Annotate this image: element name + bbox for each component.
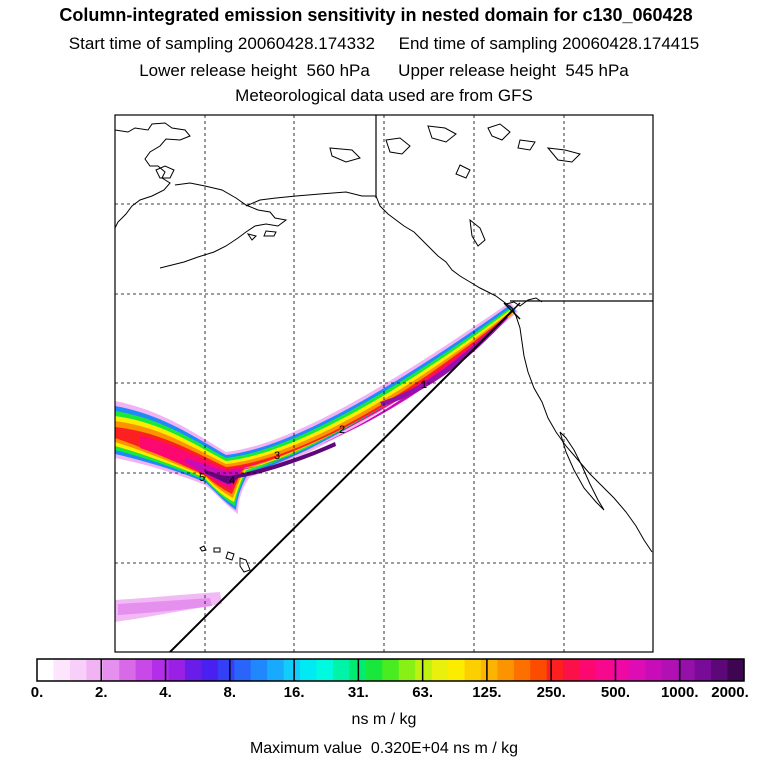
colorbar-swatch xyxy=(464,659,482,681)
colorbar-label: 8. xyxy=(223,684,237,701)
colorbar-label: 31. xyxy=(347,684,369,701)
colorbar-swatch xyxy=(513,659,531,681)
colorbar-label: 2000. xyxy=(711,684,749,701)
colorbar-swatch xyxy=(448,659,466,681)
colorbar xyxy=(37,659,745,681)
colorbar-label: 4. xyxy=(159,684,172,701)
flight-track-line xyxy=(169,310,513,652)
colorbar-swatch xyxy=(579,659,597,681)
plume-day-label: 1 xyxy=(421,379,427,391)
plume-day-label: 4 xyxy=(229,475,235,487)
colorbar-swatch xyxy=(711,659,729,681)
colorbar-units: ns m / kg xyxy=(351,711,417,728)
colorbar-swatch xyxy=(727,659,745,681)
colorbar-swatch xyxy=(152,659,170,681)
colorbar-swatch xyxy=(184,659,203,681)
colorbar-swatch xyxy=(497,659,515,681)
plume-day-labels: 1 2 3 4 5 xyxy=(199,379,427,487)
colorbar-swatch xyxy=(415,659,433,681)
lat-lon-grid xyxy=(115,115,653,652)
coastlines xyxy=(115,122,653,573)
colorbar-swatch xyxy=(69,659,87,681)
colorbar-swatch xyxy=(661,659,679,681)
colorbar-swatch xyxy=(612,659,630,681)
colorbar-label: 125. xyxy=(472,684,502,701)
colorbar-swatch xyxy=(530,659,548,681)
plume-day-label: 3 xyxy=(274,450,280,462)
colorbar-swatch xyxy=(316,659,334,681)
colorbar-swatch xyxy=(300,659,318,681)
colorbar-swatch xyxy=(332,659,350,681)
southern-faint-plume xyxy=(115,592,222,622)
colorbar-ticks xyxy=(100,659,681,681)
release-height-line: Lower release height 560 hPa Upper relea… xyxy=(139,61,629,80)
colorbar-swatch xyxy=(431,659,449,681)
colorbar-label: 63. xyxy=(412,684,434,701)
met-data-line: Meteorological data used are from GFS xyxy=(235,86,533,105)
colorbar-swatch xyxy=(119,659,137,681)
plume-day-label: 2 xyxy=(339,424,345,436)
colorbar-swatch xyxy=(168,659,186,681)
colorbar-swatch xyxy=(546,659,564,681)
plume-day-label: 5 xyxy=(199,472,205,484)
colorbar-swatch xyxy=(267,659,285,681)
colorbar-swatch xyxy=(234,659,252,681)
colorbar-swatch xyxy=(596,659,614,681)
colorbar-swatch xyxy=(678,659,696,681)
colorbar-swatch xyxy=(628,659,646,681)
political-borders xyxy=(375,115,653,302)
colorbar-label: 1000. xyxy=(660,684,699,701)
release-point-marker xyxy=(503,302,521,320)
colorbar-swatch xyxy=(645,659,663,681)
colorbar-label: 500. xyxy=(600,684,631,701)
colorbar-swatch xyxy=(86,659,104,681)
colorbar-label: 250. xyxy=(536,684,566,701)
colorbar-swatch xyxy=(37,659,55,681)
colorbar-swatch xyxy=(283,659,301,681)
colorbar-swatch xyxy=(480,659,498,681)
map-title: Column-integrated emission sensitivity i… xyxy=(59,5,693,25)
colorbar-swatch xyxy=(217,659,235,681)
maximum-value: Maximum value 0.320E+04 ns m / kg xyxy=(249,740,519,757)
colorbar-swatch xyxy=(563,659,581,681)
colorbar-swatch xyxy=(102,659,120,681)
colorbar-swatch xyxy=(135,659,153,681)
colorbar-swatch xyxy=(694,659,712,681)
colorbar-label: 2. xyxy=(95,684,108,701)
sampling-time-line: Start time of sampling 20060428.174332 E… xyxy=(68,34,700,53)
main-plume xyxy=(115,302,518,514)
colorbar-swatch xyxy=(250,659,268,681)
map-frame xyxy=(114,114,654,653)
colorbar-swatch xyxy=(365,659,383,681)
colorbar-frame xyxy=(36,658,745,682)
colorbar-label: 0. xyxy=(30,684,44,701)
colorbar-swatch xyxy=(53,659,71,681)
colorbar-swatch xyxy=(398,659,416,681)
colorbar-swatch xyxy=(201,659,219,681)
colorbar-swatch xyxy=(382,659,400,681)
colorbar-label: 16. xyxy=(283,684,305,701)
